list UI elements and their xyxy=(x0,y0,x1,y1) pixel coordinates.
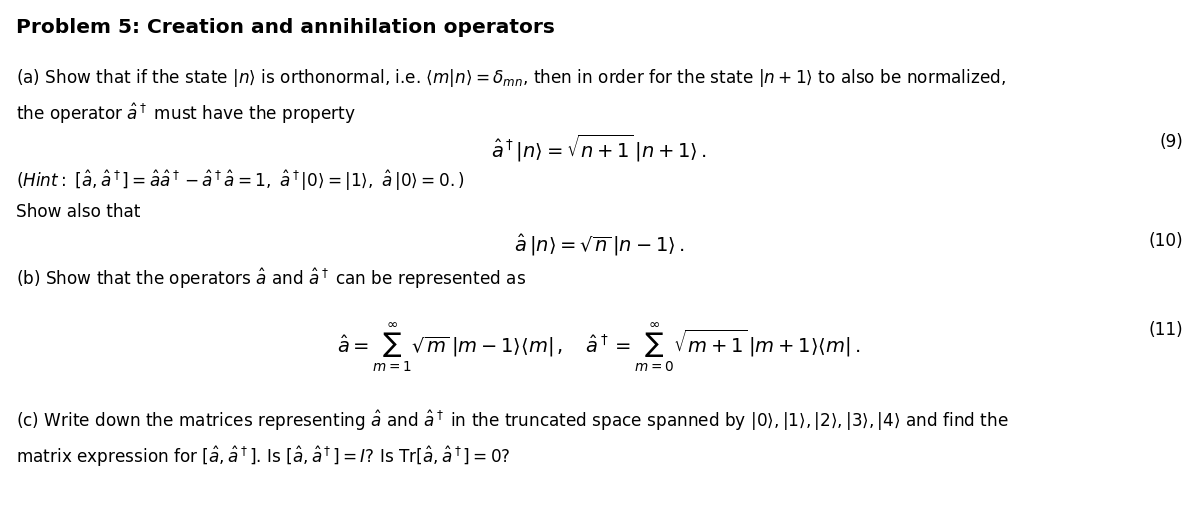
Text: Show also that: Show also that xyxy=(16,203,140,220)
Text: (10): (10) xyxy=(1149,232,1184,250)
Text: $\hat{a}^\dagger |n\rangle = \sqrt{n+1}\,|n+1\rangle\,.$: $\hat{a}^\dagger |n\rangle = \sqrt{n+1}\… xyxy=(491,133,707,164)
Text: (b) Show that the operators $\hat{a}$ and $\hat{a}^\dagger$ can be represented a: (b) Show that the operators $\hat{a}$ an… xyxy=(16,266,526,291)
Text: the operator $\hat{a}^\dagger$ must have the property: the operator $\hat{a}^\dagger$ must have… xyxy=(16,102,356,126)
Text: $\hat{a} = \sum_{m=1}^{\infty} \sqrt{m}\,|m-1\rangle\langle m|\,,\quad \hat{a}^\: $\hat{a} = \sum_{m=1}^{\infty} \sqrt{m}\… xyxy=(338,321,860,374)
Text: $\hat{a}\,|n\rangle = \sqrt{n}\,|n-1\rangle\,.$: $\hat{a}\,|n\rangle = \sqrt{n}\,|n-1\ran… xyxy=(514,232,684,258)
Text: Problem 5: Creation and annihilation operators: Problem 5: Creation and annihilation ope… xyxy=(16,18,555,37)
Text: $(Hint:$ $[\hat{a}, \hat{a}^\dagger] = \hat{a}\hat{a}^\dagger - \hat{a}^\dagger\: $(Hint:$ $[\hat{a}, \hat{a}^\dagger] = \… xyxy=(16,168,465,193)
Text: (a) Show that if the state $|n\rangle$ is orthonormal, i.e. $\langle m|n\rangle : (a) Show that if the state $|n\rangle$ i… xyxy=(16,67,1005,89)
Text: (9): (9) xyxy=(1160,133,1184,151)
Text: matrix expression for $[\hat{a}, \hat{a}^\dagger]$. Is $[\hat{a}, \hat{a}^\dagge: matrix expression for $[\hat{a}, \hat{a}… xyxy=(16,445,510,469)
Text: (11): (11) xyxy=(1149,321,1184,339)
Text: (c) Write down the matrices representing $\hat{a}$ and $\hat{a}^\dagger$ in the : (c) Write down the matrices representing… xyxy=(16,408,1009,433)
